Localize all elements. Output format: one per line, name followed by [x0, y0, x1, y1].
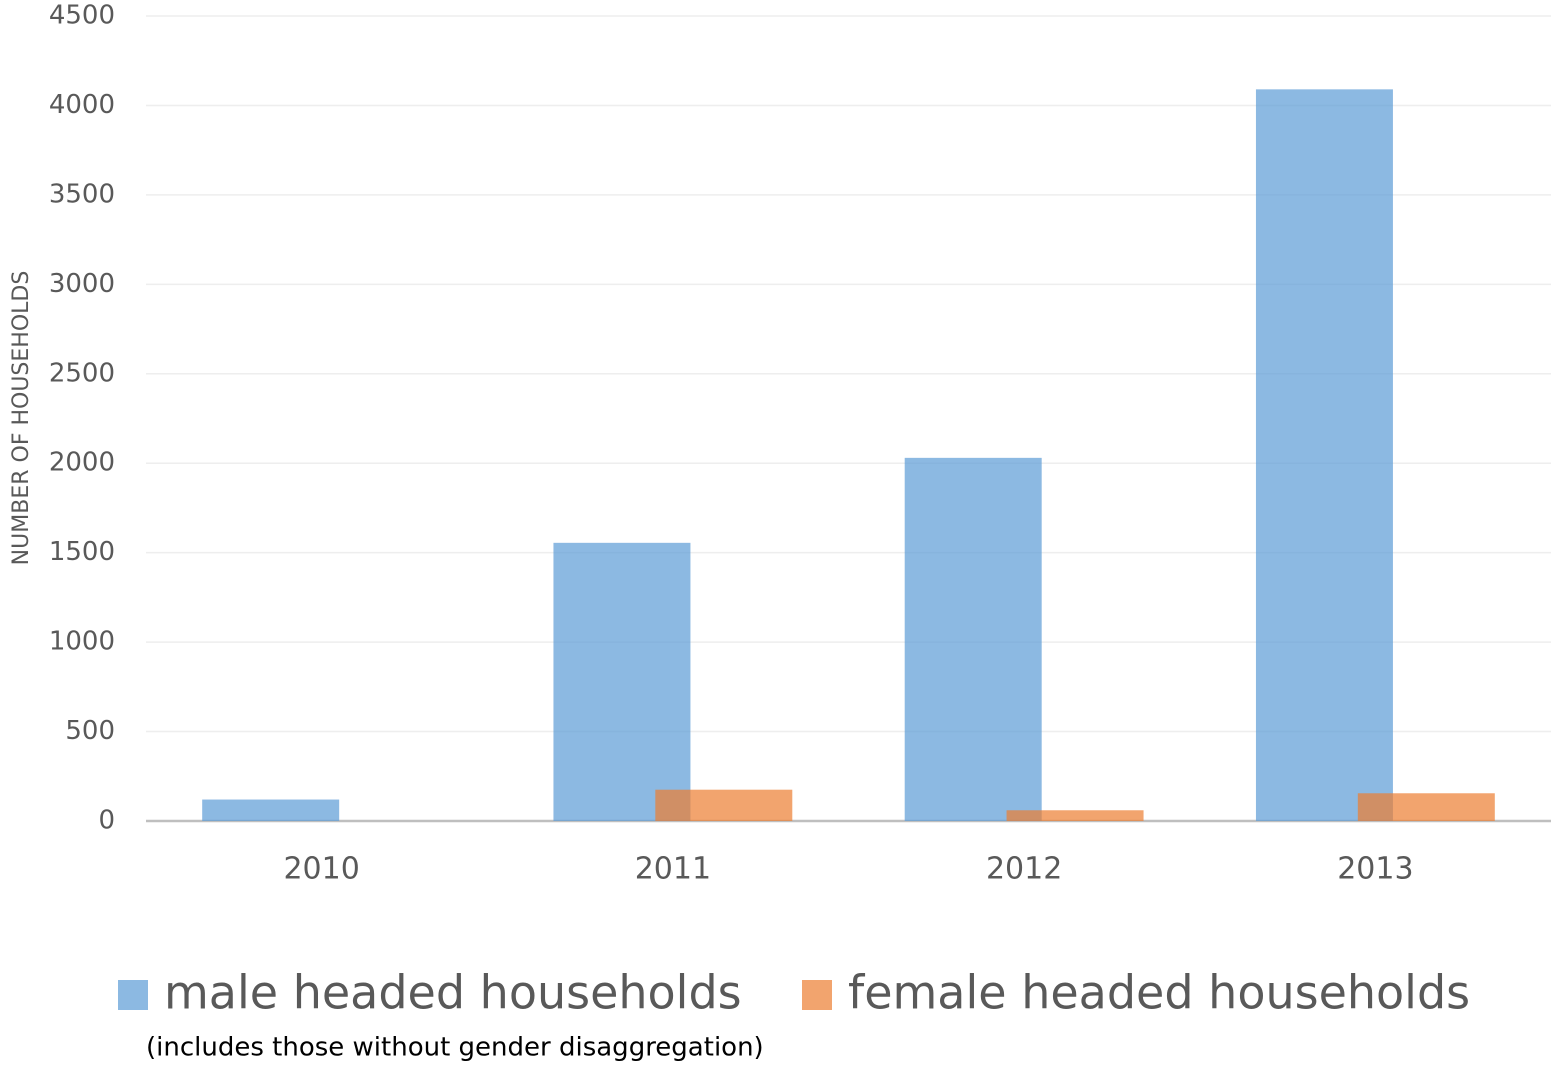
x-tick-label: 2013 — [1337, 852, 1413, 887]
legend-swatch — [802, 980, 832, 1010]
y-tick-label: 0 — [98, 806, 115, 836]
legend-label: female headed households — [848, 966, 1470, 1020]
legend-note: (includes those without gender disaggreg… — [146, 1033, 764, 1063]
bar — [1357, 793, 1495, 821]
bar — [1255, 89, 1393, 822]
bar — [655, 789, 793, 821]
y-tick-label: 4500 — [49, 1, 115, 31]
y-tick-label: 4000 — [49, 90, 115, 120]
bar — [202, 799, 340, 821]
y-tick-label: 1000 — [49, 627, 115, 657]
y-tick-label: 3000 — [49, 269, 115, 299]
y-axis-label: NUMBER OF HOUSEHOLDS — [9, 271, 34, 566]
x-tick-label: 2010 — [283, 852, 359, 887]
x-tick-label: 2012 — [986, 852, 1062, 887]
bar — [1006, 810, 1144, 821]
y-tick-label: 500 — [65, 716, 115, 746]
y-tick-label: 1500 — [49, 537, 115, 567]
bar — [553, 542, 691, 821]
legend-label: male headed households — [164, 966, 742, 1020]
y-tick-label: 2000 — [49, 448, 115, 478]
y-tick-label: 3500 — [49, 179, 115, 209]
legend-swatch — [118, 980, 148, 1010]
bar — [904, 457, 1042, 821]
x-tick-label: 2011 — [635, 852, 711, 887]
y-tick-label: 2500 — [49, 358, 115, 388]
